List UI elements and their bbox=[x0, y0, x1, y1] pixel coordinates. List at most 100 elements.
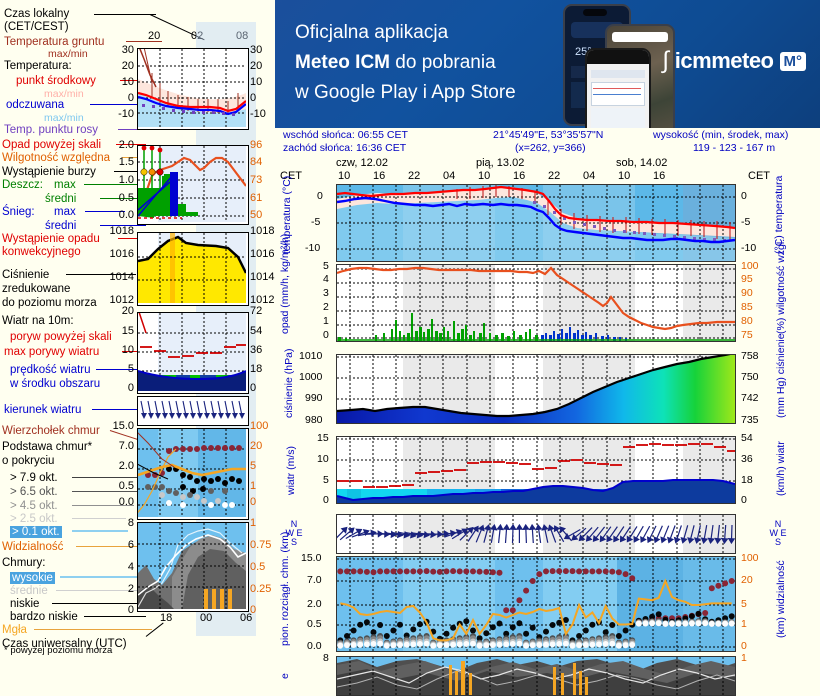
legend-snow: Śnieg: bbox=[2, 206, 35, 218]
ytick-prec-l-4: 1 bbox=[323, 315, 329, 327]
mini-chart-wind-direction bbox=[137, 396, 249, 426]
panel-wind-direction[interactable] bbox=[336, 514, 736, 554]
legend-ground-temp-sub: max/min bbox=[48, 48, 88, 60]
icmmeteo-logo: ∫ icmmeteo M° bbox=[662, 48, 806, 74]
legend-cloud-base-2: o pokryciu bbox=[2, 455, 55, 467]
hour-tick-5: 16 bbox=[513, 170, 526, 182]
ytick-wind-r-1: 36 bbox=[741, 453, 753, 465]
ytick-vis-r-2: 5 bbox=[741, 598, 747, 610]
ytick-wind-l-3: 0 bbox=[323, 494, 329, 506]
compass-n-right: N bbox=[774, 519, 782, 529]
legend-snow-max: max bbox=[54, 206, 76, 218]
grid-point-text: (x=262, y=366) bbox=[515, 142, 586, 154]
logo-text: icmmeteo bbox=[674, 48, 774, 73]
ytick-cl-l-0: 15.0 bbox=[301, 552, 322, 564]
mini-pressure-axis-right: 1018 1016 1014 1012 bbox=[250, 225, 275, 306]
mini-pressure-axis-left: 1018 1016 1014 1012 bbox=[109, 225, 134, 306]
legend-clouds-mid: średnie bbox=[10, 585, 48, 597]
ytick-temp-r-1: -5 bbox=[741, 216, 751, 228]
ylabel-pressure-left: ciśnienie (hPa) bbox=[283, 348, 295, 418]
sunset-text: zachód słońca: 16:36 CET bbox=[283, 142, 407, 154]
banner-brand: Meteo ICM bbox=[295, 52, 390, 73]
legend-gust-over: poryw powyżej skali bbox=[10, 331, 112, 343]
legend-local-time: Czas lokalny bbox=[4, 8, 70, 20]
ytick-wind-r-3: 0 bbox=[741, 494, 747, 506]
hour-tick-2: 22 bbox=[408, 170, 421, 182]
mini-cloudcover-axis-right: 1 0.75 0.5 0.25 0 bbox=[250, 517, 272, 616]
mini-chart-clouds bbox=[137, 428, 249, 520]
legend-okt-79: > 7.9 okt. bbox=[10, 472, 58, 484]
ytick-prec-l-0: 5 bbox=[323, 260, 329, 272]
ytick-pres-r-1: 750 bbox=[741, 371, 759, 383]
legend-wind-speed-1: prędkość wiatru bbox=[10, 364, 91, 376]
mini-bottom-ticks: 18 00 06 bbox=[160, 612, 253, 624]
mini-cloudcover-axis-left: 8 6 4 2 0 bbox=[127, 517, 134, 616]
hour-tick-9: 16 bbox=[653, 170, 666, 182]
mini-wind-axis-left: 20 15 10 5 0 bbox=[121, 305, 134, 394]
legend-cloud-top: Wierzchołek chmur bbox=[2, 425, 100, 437]
panel-wind[interactable] bbox=[336, 436, 736, 504]
ylabel-precip-left: opad (mm/h, kg/m²/h) bbox=[279, 233, 291, 334]
hour-tick-4: 10 bbox=[478, 170, 491, 182]
ytick-temp-l-1: -5 bbox=[311, 216, 321, 228]
legend-clouds: Chmury: bbox=[2, 557, 46, 569]
legend-humidity: Wilgotność względna bbox=[2, 152, 111, 164]
info-bar: wschód słońca: 06:55 CET zachód słońca: … bbox=[275, 128, 820, 156]
ytick-hum-r-5: 75 bbox=[741, 329, 753, 341]
banner-text: Oficjalna aplikacja Meteo ICM do pobrani… bbox=[295, 18, 516, 108]
legend-clouds-vlow: bardzo niskie bbox=[10, 611, 78, 623]
panel-clouds-visibility[interactable] bbox=[336, 556, 736, 652]
mini-temp-axis-left: 30 20 10 0 -10 bbox=[118, 44, 134, 120]
ytick-pres-l-3: 980 bbox=[305, 414, 323, 426]
phone-mockup-front bbox=[585, 48, 651, 128]
ylabel-pressure-right: (mm Hg) ciśnienie bbox=[775, 333, 787, 418]
compass-w-left: W bbox=[285, 528, 294, 538]
ytick-cl-l-3: 0.5 bbox=[307, 618, 322, 630]
legend-dew-point: Temp. punktu rosy bbox=[4, 124, 98, 136]
ylabel-humidity-right: (%) wilgotność wzgl. bbox=[775, 238, 787, 334]
legend-rain-avg: średni bbox=[45, 193, 77, 205]
ytick-hum-r-2: 90 bbox=[741, 287, 753, 299]
ytick-cc-r-0: 1 bbox=[741, 652, 747, 664]
ytick-prec-l-2: 3 bbox=[323, 287, 329, 299]
legend-snow-avg: średni bbox=[45, 220, 77, 232]
legend-clouds-high: wysokie bbox=[10, 572, 55, 584]
ytick-vis-r-0: 100 bbox=[741, 552, 759, 564]
hour-tick-8: 10 bbox=[618, 170, 631, 182]
hour-tick-0: 10 bbox=[338, 170, 351, 182]
mini-chart-temperature bbox=[137, 48, 249, 130]
ytick-wind-r-0: 54 bbox=[741, 432, 753, 444]
panel-temperature[interactable] bbox=[336, 184, 736, 262]
panel-precipitation-humidity[interactable] bbox=[336, 264, 736, 342]
compass-w-right: W bbox=[769, 528, 778, 538]
ytick-cc-l-0: 8 bbox=[323, 652, 329, 664]
mini-top-ticks: 20 02 08 bbox=[148, 30, 249, 42]
panel-pressure[interactable] bbox=[336, 354, 736, 424]
ytick-wind-l-1: 10 bbox=[317, 453, 329, 465]
altitude-value: 119 - 123 - 167 m bbox=[693, 142, 776, 154]
panel-cloud-cover[interactable] bbox=[336, 656, 736, 696]
banner-line-2: Meteo ICM do pobrania bbox=[295, 48, 516, 78]
legend-rain-max: max bbox=[54, 179, 76, 191]
ytick-wind-l-0: 15 bbox=[317, 432, 329, 444]
legend-rain: Deszcz: bbox=[2, 179, 43, 191]
banner-line-1: Oficjalna aplikacja bbox=[295, 22, 449, 43]
legend-storm: Wystąpienie burzy bbox=[2, 166, 96, 178]
promo-banner[interactable]: Oficjalna aplikacja Meteo ICM do pobrani… bbox=[275, 0, 820, 128]
legend-temp-maxmin: max/min bbox=[44, 88, 84, 100]
day-label-0: czw, 12.02 bbox=[336, 157, 388, 169]
legend-temperature: Temperatura: bbox=[4, 60, 72, 72]
hour-tick-7: 04 bbox=[583, 170, 596, 182]
ytick-pres-l-0: 1010 bbox=[299, 350, 323, 362]
legend-visibility: Widzialność bbox=[2, 541, 64, 553]
compass-rose-right: N W E S bbox=[763, 520, 793, 547]
ytick-vis-r-4: 0 bbox=[741, 640, 747, 652]
legend-okt-25: > 2.5 okt. bbox=[10, 513, 58, 525]
ytick-prec-l-1: 4 bbox=[323, 273, 329, 285]
legend-conv-precip-2: konwekcyjnego bbox=[2, 246, 81, 258]
legend-ground-temp: Temperatura gruntu bbox=[4, 36, 105, 48]
ytick-pres-r-0: 758 bbox=[741, 350, 759, 362]
legend-gust-max: max porywy wiatru bbox=[4, 346, 100, 358]
ytick-prec-l-3: 2 bbox=[323, 301, 329, 313]
mini-chart-wind bbox=[137, 312, 249, 394]
